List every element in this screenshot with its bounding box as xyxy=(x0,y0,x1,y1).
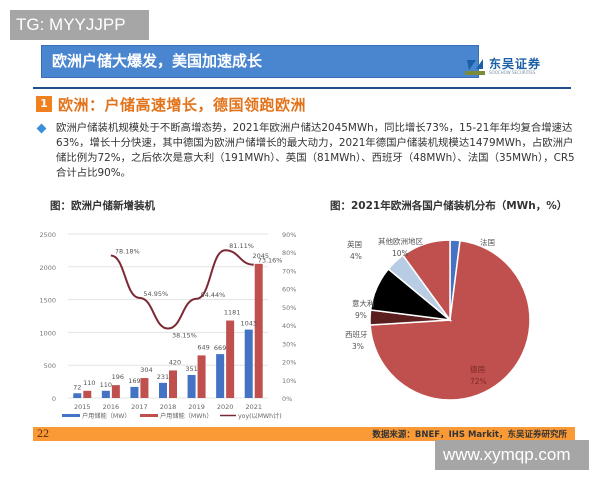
figure2-title: 图：2021年欧洲各国户储装机分布（MWh，%） xyxy=(330,200,568,212)
x-tick: 2015 xyxy=(74,403,91,411)
pie-label: 法国 xyxy=(480,237,495,247)
legend-mwh: 户用储能（MWh） xyxy=(160,412,213,420)
yoy-label: 38.15% xyxy=(172,331,197,339)
bar-mwh-label: 1181 xyxy=(224,309,241,317)
logo-mark-icon xyxy=(464,57,486,75)
y-right-tick: 70% xyxy=(282,267,296,275)
x-tick: 2016 xyxy=(103,403,120,411)
bar-mw xyxy=(159,382,167,398)
yoy-line xyxy=(110,249,254,330)
title-divider xyxy=(33,87,571,89)
x-tick: 2020 xyxy=(217,403,234,411)
yoy-label: 73.16% xyxy=(258,257,283,265)
pie-label: 意大利 xyxy=(352,298,375,308)
x-tick: 2017 xyxy=(131,403,148,411)
pie-pct: 72% xyxy=(470,377,487,386)
pie-pct: 10% xyxy=(392,249,409,258)
y-right-tick: 60% xyxy=(282,286,296,294)
pie-label: 西班牙 xyxy=(345,329,368,339)
legend-swatch-mwh xyxy=(140,414,158,417)
bar-mw-label: 669 xyxy=(214,344,226,352)
section-header: 1 欧洲：户储高速增长，德国领跑欧洲 xyxy=(36,93,306,115)
bar-mw xyxy=(101,390,110,398)
bar-mwh-label: 420 xyxy=(169,358,181,366)
y-right-tick: 80% xyxy=(282,249,296,257)
y-right-tick: 90% xyxy=(282,231,296,239)
bar-mwh xyxy=(254,263,263,398)
bar-mwh-label: 304 xyxy=(140,366,152,374)
pie-label: 德国 xyxy=(470,364,485,374)
bar-mwh xyxy=(197,355,206,398)
x-tick: 2021 xyxy=(245,403,262,411)
bar-mw xyxy=(216,354,225,398)
summary-paragraph: 欧洲户储装机规模处于不断高增态势，2021年欧洲户储达2045MWh，同比增长7… xyxy=(36,121,578,181)
watermark-top-left: TG: MYYJJPP xyxy=(10,10,149,40)
legend-mw: 户用储能（MW） xyxy=(82,412,131,420)
y-right-tick: 50% xyxy=(282,304,296,312)
bar-mw-label: 110 xyxy=(100,381,112,389)
bar-mwh xyxy=(140,378,149,398)
yoy-label: 78.18% xyxy=(115,248,140,256)
bar-mwh xyxy=(226,320,235,398)
bar-mw-label: 231 xyxy=(157,373,169,381)
y-left-tick: 1000 xyxy=(39,329,56,337)
bar-mw-label: 169 xyxy=(128,377,140,385)
bar-mw xyxy=(130,386,139,398)
bar-mwh-label: 649 xyxy=(197,343,209,351)
pie-slice xyxy=(401,239,451,323)
bar-mwh xyxy=(169,370,177,398)
bar-mwh xyxy=(83,390,92,398)
pie-pct: 9% xyxy=(355,311,367,320)
y-left-tick: 0 xyxy=(52,395,56,403)
pie-pct: 3% xyxy=(352,342,364,351)
paragraph-text: 欧洲户储装机规模处于不断高增态势，2021年欧洲户储达2045MWh，同比增长7… xyxy=(56,122,575,179)
bar-mwh-label: 196 xyxy=(112,373,124,381)
pie-pct: 4% xyxy=(350,252,362,261)
data-source: 数据来源：BNEF，IHS Markit，东吴证券研究所 xyxy=(372,430,567,440)
yoy-label: 54.44% xyxy=(201,291,226,299)
yoy-label: 81.11% xyxy=(229,242,254,250)
logo-name-en: SOOCHOW SECURITIES xyxy=(489,69,536,75)
bar-mw-label: 351 xyxy=(185,365,197,373)
x-tick: 2018 xyxy=(160,403,177,411)
slide-title: 欧洲户储大爆发，美国加速成长 xyxy=(41,45,479,78)
section-number: 1 xyxy=(36,96,52,112)
slide: 欧洲户储大爆发，美国加速成长 东吴证券 SOOCHOW SECURITIES 1… xyxy=(30,42,585,442)
logo-name-cn: 东吴证券 xyxy=(489,56,542,71)
y-left-tick: 2000 xyxy=(39,264,56,272)
legend-yoy: yoy(以MWh计) xyxy=(238,412,282,420)
pie-label: 英国 xyxy=(347,239,362,249)
footer-bar: 22 数据来源：BNEF，IHS Markit，东吴证券研究所 xyxy=(33,426,575,441)
bar-mw xyxy=(244,329,253,398)
installations-combo-chart: 0 500 1000 1500 2000 2500 0% 10% 20% 30% 40% 50% 60%… xyxy=(30,222,315,427)
x-tick: 2019 xyxy=(188,403,205,411)
legend-swatch-mw xyxy=(62,414,80,417)
y-right-tick: 0% xyxy=(282,395,292,403)
bar-mwh-label: 110 xyxy=(83,379,95,387)
bar-mw xyxy=(73,393,82,398)
pie-label: 其他欧洲地区 xyxy=(378,236,423,246)
company-logo: 东吴证券 SOOCHOW SECURITIES xyxy=(464,56,572,76)
y-left-tick: 500 xyxy=(44,362,56,370)
y-left-tick: 1500 xyxy=(39,297,56,305)
page-number: 22 xyxy=(37,426,49,440)
bar-mw-label: 72 xyxy=(73,383,81,391)
yoy-label: 54.95% xyxy=(143,290,168,298)
bar-mw-label: 1043 xyxy=(240,320,257,328)
figure1-title: 图：欧洲户储新增装机 xyxy=(50,200,155,212)
bar-mwh xyxy=(111,385,120,398)
y-right-tick: 30% xyxy=(282,340,296,348)
y-right-tick: 20% xyxy=(282,359,296,367)
y-right-tick: 10% xyxy=(282,377,296,385)
y-right-tick: 40% xyxy=(282,322,296,330)
bar-mwh-label: 2045 xyxy=(252,252,269,260)
section-title: 欧洲：户储高速增长，德国领跑欧洲 xyxy=(58,95,307,114)
y-left-tick: 2500 xyxy=(39,231,56,239)
watermark-bottom-right: www.xymqp.com xyxy=(435,440,589,470)
bar-mw xyxy=(187,374,196,398)
